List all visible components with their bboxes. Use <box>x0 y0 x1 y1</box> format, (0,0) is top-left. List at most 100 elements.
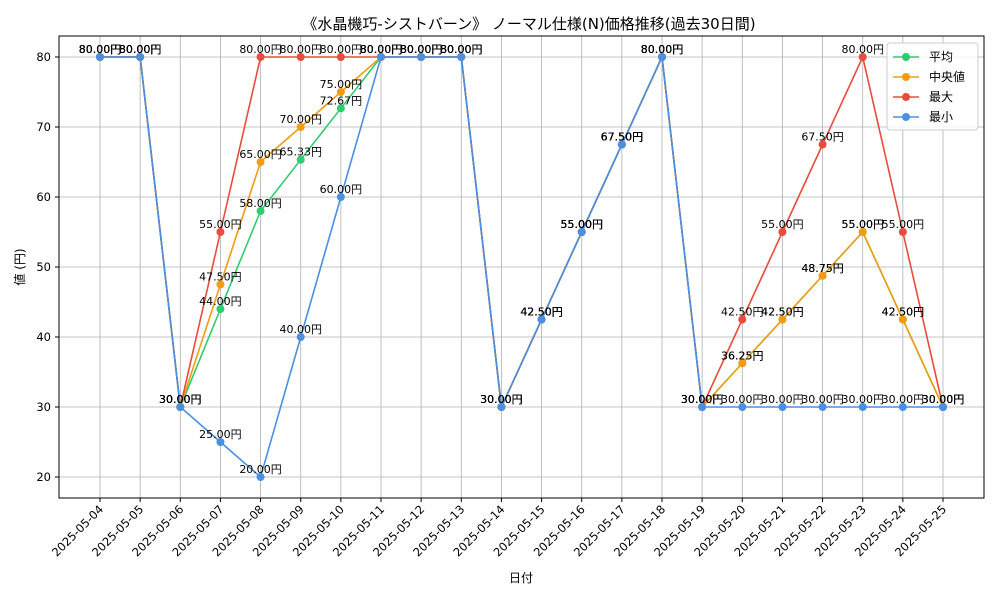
legend-label: 最大 <box>929 90 953 104</box>
data-label: 30.00円 <box>681 393 724 406</box>
legend-label: 最小 <box>929 110 953 124</box>
y-tick-label: 30 <box>36 400 51 414</box>
data-point <box>296 333 305 341</box>
x-axis-label: 日付 <box>509 571 533 585</box>
y-tick-label: 70 <box>36 120 51 134</box>
data-point <box>216 438 225 446</box>
data-label: 60.00円 <box>320 183 363 196</box>
x-axis-ticks: 2025-05-042025-05-052025-05-062025-05-07… <box>49 498 949 559</box>
data-label: 58.00円 <box>239 197 282 210</box>
data-point <box>898 315 907 324</box>
data-label: 67.50円 <box>601 131 644 144</box>
data-label: 72.67円 <box>320 94 363 107</box>
data-label: 55.00円 <box>560 218 603 231</box>
data-label: 47.50円 <box>199 271 242 284</box>
data-point <box>738 403 747 411</box>
data-point <box>858 403 867 411</box>
data-point <box>336 104 345 113</box>
data-label: 80.00円 <box>79 43 122 56</box>
data-label: 80.00円 <box>400 43 443 56</box>
data-point <box>778 315 787 324</box>
data-point <box>136 53 145 61</box>
data-label: 80.00円 <box>440 43 483 56</box>
data-label: 25.00円 <box>199 428 242 441</box>
data-label: 42.50円 <box>520 306 563 319</box>
data-label: 80.00円 <box>641 43 684 56</box>
data-label: 30.00円 <box>480 393 523 406</box>
data-label: 42.50円 <box>882 306 925 319</box>
data-label: 80.00円 <box>119 43 162 56</box>
data-label: 80.00円 <box>79 43 122 56</box>
series-points <box>96 53 947 481</box>
data-label: 42.50円 <box>761 306 804 319</box>
series-line-2 <box>100 54 944 410</box>
data-point <box>176 403 185 411</box>
data-point <box>216 305 225 313</box>
data-label: 80.00円 <box>79 43 122 56</box>
data-label: 30.00円 <box>681 393 724 406</box>
data-label: 80.00円 <box>440 43 483 56</box>
data-point <box>256 53 265 61</box>
data-point <box>417 53 426 61</box>
data-label: 55.00円 <box>841 218 884 231</box>
series-line-3 <box>100 54 943 479</box>
data-label: 55.00円 <box>841 218 884 231</box>
data-point <box>256 207 265 215</box>
data-point <box>336 193 345 201</box>
data-point <box>296 155 305 164</box>
data-label: 30.00円 <box>159 393 202 406</box>
data-label: 42.50円 <box>882 306 925 319</box>
data-label: 80.00円 <box>360 43 403 56</box>
data-label: 36.25円 <box>721 349 764 362</box>
data-label: 30.00円 <box>761 393 804 406</box>
data-point <box>497 403 506 411</box>
data-point <box>738 315 747 324</box>
data-label: 30.00円 <box>801 393 844 406</box>
y-tick-label: 20 <box>36 470 51 484</box>
series-lines <box>100 54 944 479</box>
data-label: 30.00円 <box>681 393 724 406</box>
data-label: 30.00円 <box>882 393 925 406</box>
legend-box <box>886 42 979 131</box>
data-label: 67.50円 <box>601 131 644 144</box>
data-point <box>617 140 626 149</box>
data-label: 30.00円 <box>681 393 724 406</box>
data-label: 80.00円 <box>79 43 122 56</box>
data-label: 80.00円 <box>400 43 443 56</box>
data-label: 80.00円 <box>360 43 403 56</box>
data-point <box>336 88 345 96</box>
data-label: 30.00円 <box>480 393 523 406</box>
data-label: 55.00円 <box>882 218 925 231</box>
data-point <box>216 228 225 236</box>
data-label: 44.00円 <box>199 295 242 308</box>
data-label: 30.00円 <box>922 393 965 406</box>
data-point <box>457 53 466 61</box>
data-point <box>296 53 305 61</box>
data-point <box>898 228 907 236</box>
data-label: 80.00円 <box>239 43 282 56</box>
data-label: 30.00円 <box>721 393 764 406</box>
data-label: 80.00円 <box>641 43 684 56</box>
data-label: 70.00円 <box>279 113 322 126</box>
y-tick-label: 80 <box>36 50 51 64</box>
data-label: 30.00円 <box>841 393 884 406</box>
data-point <box>296 123 305 131</box>
legend-marker <box>902 113 910 121</box>
data-label: 42.50円 <box>761 306 804 319</box>
data-label: 80.00円 <box>360 43 403 56</box>
data-point <box>778 403 787 411</box>
data-label: 80.00円 <box>119 43 162 56</box>
data-label: 80.00円 <box>320 43 363 56</box>
data-label: 42.50円 <box>520 306 563 319</box>
data-label: 30.00円 <box>480 393 523 406</box>
data-label: 55.00円 <box>560 218 603 231</box>
data-label: 80.00円 <box>440 43 483 56</box>
data-label: 65.33円 <box>279 146 322 159</box>
data-label: 55.00円 <box>560 218 603 231</box>
series-line-1 <box>100 54 944 410</box>
data-label: 30.00円 <box>922 393 965 406</box>
data-label: 67.50円 <box>601 131 644 144</box>
data-label: 67.50円 <box>601 131 644 144</box>
data-point <box>939 403 947 411</box>
